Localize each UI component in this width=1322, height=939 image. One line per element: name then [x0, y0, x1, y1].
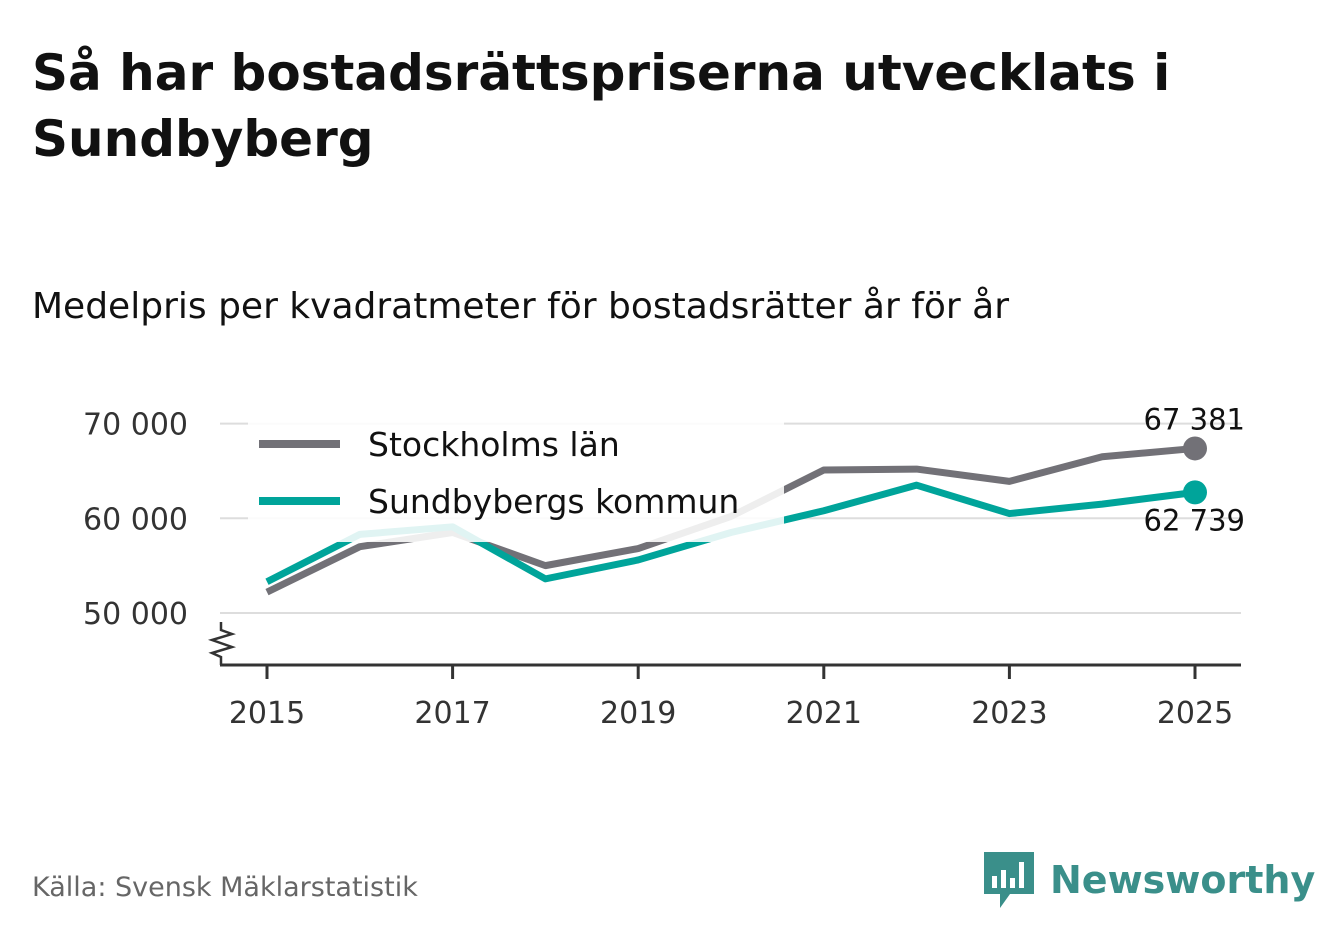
legend-label-1: Sundbybergs kommun: [368, 482, 739, 521]
newsworthy-brand[interactable]: Newsworthy: [980, 850, 1315, 910]
y-tick-label: 50 000: [83, 597, 188, 632]
brand-name: Newsworthy: [1050, 858, 1316, 902]
newsworthy-logo-icon: [984, 852, 1034, 908]
legend: Stockholms län Sundbybergs kommun: [248, 422, 784, 542]
x-tick-label: 2023: [971, 696, 1047, 731]
chart-subtitle: Medelpris per kvadratmeter för bostadsrä…: [32, 286, 1010, 327]
line-chart: Stockholms län Sundbybergs kommun 50 000 6…: [83, 402, 1245, 731]
data-label-1: 62 739: [1144, 503, 1245, 537]
x-tick-label: 2021: [786, 696, 862, 731]
x-tick-label: 2019: [600, 696, 676, 731]
series-end-point-0: [1183, 436, 1207, 461]
x-tick-label: 2015: [229, 696, 305, 731]
axis-break-icon: [207, 622, 237, 665]
y-tick-label: 60 000: [83, 502, 188, 537]
y-tick-label: 70 000: [83, 408, 188, 443]
data-labels: 67 381 62 739: [1144, 402, 1245, 537]
series-end-point-1: [1183, 480, 1207, 505]
x-tick-label: 2025: [1157, 696, 1233, 731]
source-note: Källa: Svensk Mäklarstatistik: [32, 872, 418, 903]
chart-title: Så har bostadsrättspriserna utvecklats i…: [32, 44, 1171, 168]
data-label-0: 67 381: [1144, 402, 1245, 436]
axes: 50 000 60 000 70 000 2015 2017 2019 2021 2023 20…: [83, 408, 1241, 731]
legend-label-0: Stockholms län: [368, 425, 620, 464]
x-tick-label: 2017: [414, 696, 490, 731]
